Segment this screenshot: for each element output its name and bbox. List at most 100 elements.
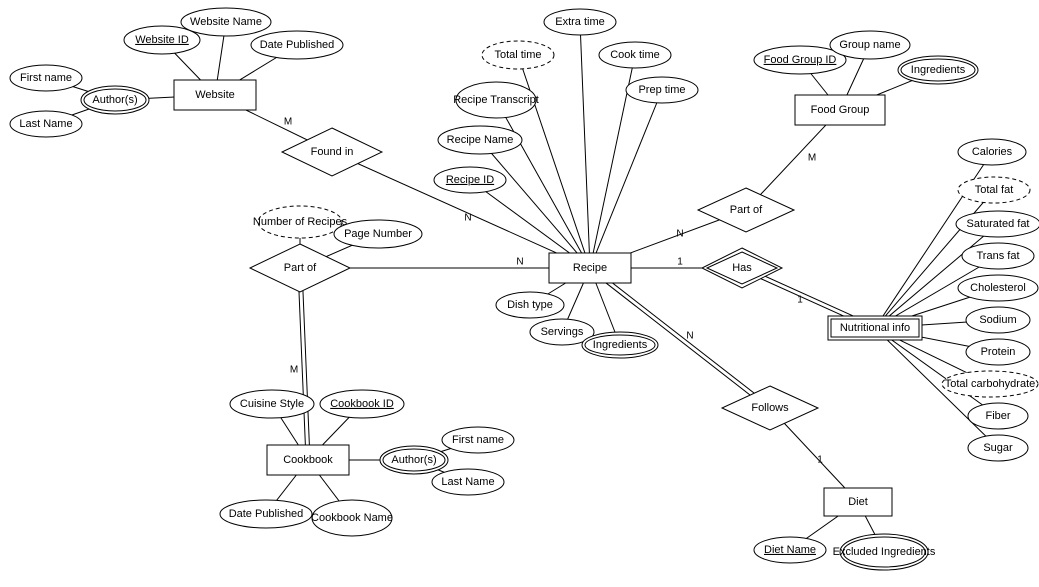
svg-text:Dish type: Dish type (507, 299, 553, 311)
svg-text:Found in: Found in (311, 146, 354, 158)
svg-text:Diet: Diet (848, 496, 868, 508)
svg-text:First name: First name (20, 72, 72, 84)
attr-sodium: Sodium (966, 307, 1030, 333)
attr-firstname_c: First name (442, 427, 514, 453)
attr-lastname_c: Last Name (432, 469, 504, 495)
svg-text:Prep time: Prep time (638, 84, 685, 96)
relationship-has: Has (702, 248, 782, 288)
attr-excluded_ing: Excluded Ingredients (833, 534, 936, 570)
attr-ingredients_r: Ingredients (582, 332, 658, 358)
attr-total_time: Total time (482, 41, 554, 69)
entity-cookbook: Cookbook (267, 445, 349, 475)
svg-text:Cholesterol: Cholesterol (970, 282, 1026, 294)
svg-text:Calories: Calories (972, 146, 1013, 158)
svg-text:Sodium: Sodium (979, 314, 1016, 326)
svg-text:Website ID: Website ID (135, 34, 189, 46)
svg-text:Recipe Transcript: Recipe Transcript (453, 94, 539, 106)
attr-edge (875, 152, 992, 328)
svg-text:Number of Recipes: Number of Recipes (253, 216, 348, 228)
svg-text:Sugar: Sugar (983, 442, 1013, 454)
svg-text:First name: First name (452, 434, 504, 446)
attr-group_name: Group name (830, 31, 910, 59)
svg-text:Saturated fat: Saturated fat (967, 218, 1030, 230)
svg-text:Food Group ID: Food Group ID (764, 54, 837, 66)
attr-date_pub_w: Date Published (251, 31, 343, 59)
cardinality: N (464, 213, 471, 224)
svg-text:Servings: Servings (541, 326, 584, 338)
attr-edge (590, 90, 662, 268)
attr-edge (518, 55, 590, 268)
entity-website: Website (174, 80, 256, 110)
svg-text:Food Group: Food Group (811, 104, 870, 116)
attr-website_name: Website Name (181, 8, 271, 36)
svg-text:Total time: Total time (494, 49, 541, 61)
cardinality: 1 (797, 295, 803, 306)
cardinality: M (808, 153, 816, 164)
attr-prep_time: Prep time (626, 77, 698, 103)
attr-authors_c: Author(s) (380, 446, 448, 474)
cardinality: 1 (817, 455, 823, 466)
relationship-partof_cb: Part of (250, 244, 350, 292)
attr-edge (496, 100, 590, 268)
svg-text:Author(s): Author(s) (391, 454, 436, 466)
entity-foodgroup: Food Group (795, 95, 885, 125)
svg-text:Excluded Ingredients: Excluded Ingredients (833, 546, 936, 558)
entity-diet: Diet (824, 488, 892, 516)
svg-text:Diet Name: Diet Name (764, 544, 816, 556)
svg-text:Recipe ID: Recipe ID (446, 174, 494, 186)
cardinality: M (290, 365, 298, 376)
cardinality: M (284, 117, 292, 128)
attr-fiber: Fiber (968, 403, 1028, 429)
svg-text:Last Name: Last Name (19, 118, 72, 130)
svg-text:Part of: Part of (284, 262, 317, 274)
svg-text:Date Published: Date Published (229, 508, 304, 520)
svg-text:Date Published: Date Published (260, 39, 335, 51)
svg-text:Author(s): Author(s) (92, 94, 137, 106)
svg-text:Recipe: Recipe (573, 262, 607, 274)
attr-recipe_id: Recipe ID (434, 167, 506, 193)
attr-edge (480, 140, 590, 268)
attr-sat_fat: Saturated fat (956, 211, 1039, 237)
svg-text:Follows: Follows (751, 402, 789, 414)
attr-num_recipes: Number of Recipes (253, 206, 348, 238)
svg-text:Total fat: Total fat (975, 184, 1014, 196)
attr-total_carb: Total carbohydrate (942, 371, 1038, 397)
attr-ingredients_fg: Ingredients (898, 56, 978, 84)
attr-cuisine_style: Cuisine Style (230, 390, 314, 418)
svg-text:Cook time: Cook time (610, 49, 660, 61)
svg-text:Protein: Protein (981, 346, 1016, 358)
attr-recipe_name: Recipe Name (438, 126, 522, 154)
svg-text:Ingredients: Ingredients (593, 339, 648, 351)
svg-text:Recipe Name: Recipe Name (447, 134, 514, 146)
attr-authors_w: Author(s) (81, 86, 149, 114)
attr-date_pub_c: Date Published (220, 500, 312, 528)
attr-page_number: Page Number (334, 220, 422, 248)
cardinality: 1 (677, 257, 683, 268)
attr-extra_time: Extra time (544, 9, 616, 35)
relationship-follows: Follows (722, 386, 818, 430)
attr-recipe_transcript: Recipe Transcript (453, 82, 539, 118)
svg-text:Group name: Group name (839, 39, 900, 51)
cardinality: N (686, 331, 693, 342)
svg-text:Ingredients: Ingredients (911, 64, 966, 76)
svg-text:Extra time: Extra time (555, 16, 605, 28)
attr-sugar: Sugar (968, 435, 1028, 461)
svg-text:Nutritional info: Nutritional info (840, 322, 910, 334)
svg-text:Cookbook: Cookbook (283, 454, 333, 466)
attr-cook_time: Cook time (599, 42, 671, 68)
attr-cholesterol: Cholesterol (958, 275, 1038, 301)
attr-cookbook_id: Cookbook ID (320, 390, 404, 418)
svg-text:Website Name: Website Name (190, 16, 262, 28)
entity-nutrition: Nutritional info (828, 316, 922, 340)
attr-dish_type: Dish type (496, 292, 564, 318)
attr-edge (580, 22, 590, 268)
svg-text:Trans fat: Trans fat (977, 250, 1020, 262)
attr-firstname_w: First name (10, 65, 82, 91)
relationship-partof_fg: Part of (698, 188, 794, 232)
svg-text:Website: Website (195, 89, 235, 101)
attr-trans_fat: Trans fat (962, 243, 1034, 269)
svg-text:Total carbohydrate: Total carbohydrate (945, 378, 1036, 390)
svg-text:Fiber: Fiber (985, 410, 1010, 422)
attr-total_fat: Total fat (958, 177, 1030, 203)
attr-protein: Protein (966, 339, 1030, 365)
